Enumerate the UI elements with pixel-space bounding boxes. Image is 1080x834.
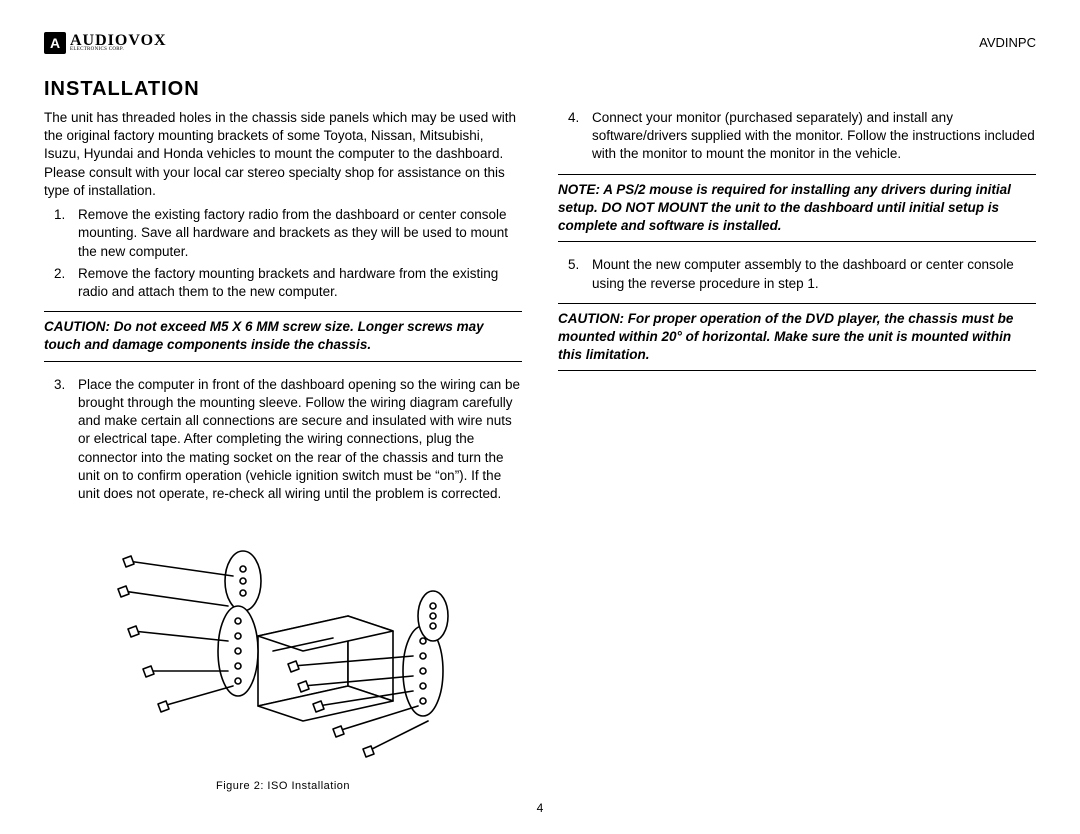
logo-brand: AUDIOVOX: [70, 34, 167, 48]
step-item-3: 3. Place the computer in front of the da…: [44, 376, 522, 504]
logo-mark-icon: A: [44, 32, 66, 54]
product-code: AVDINPC: [979, 34, 1036, 52]
step-item-1: 1. Remove the existing factory radio fro…: [44, 206, 522, 261]
steps-list-left: 1. Remove the existing factory radio fro…: [44, 206, 522, 301]
figure-caption: Figure 2: ISO Installation: [44, 779, 522, 794]
step-item-5: 5. Mount the new computer assembly to th…: [558, 256, 1036, 292]
steps-list-right-cont: 5. Mount the new computer assembly to th…: [558, 256, 1036, 292]
step-number: 1.: [44, 206, 78, 261]
step-number: 4.: [558, 109, 592, 164]
step-item-4: 4. Connect your monitor (purchased separ…: [558, 109, 1036, 164]
logo-subline: ELECTRONICS CORP.: [70, 48, 167, 53]
brand-logo: A AUDIOVOX ELECTRONICS CORP.: [44, 32, 167, 54]
step-text: Remove the factory mounting brackets and…: [78, 265, 522, 301]
steps-list-right: 4. Connect your monitor (purchased separ…: [558, 109, 1036, 164]
step-text: Remove the existing factory radio from t…: [78, 206, 522, 261]
step-number: 3.: [44, 376, 78, 504]
iso-installation-diagram-icon: [93, 521, 473, 771]
section-title: INSTALLATION: [44, 76, 1036, 103]
page-header: A AUDIOVOX ELECTRONICS CORP. AVDINPC: [44, 32, 1036, 54]
left-column: The unit has threaded holes in the chass…: [44, 109, 522, 794]
step-number: 2.: [44, 265, 78, 301]
step-text: Connect your monitor (purchased separate…: [592, 109, 1036, 164]
step-text: Mount the new computer assembly to the d…: [592, 256, 1036, 292]
step-item-2: 2. Remove the factory mounting brackets …: [44, 265, 522, 301]
caution-block-1: CAUTION: Do not exceed M5 X 6 MM screw s…: [44, 311, 522, 361]
steps-list-left-cont: 3. Place the computer in front of the da…: [44, 376, 522, 504]
page-number: 4: [537, 800, 544, 816]
right-column: 4. Connect your monitor (purchased separ…: [558, 109, 1036, 794]
step-text: Place the computer in front of the dashb…: [78, 376, 522, 504]
intro-paragraph: The unit has threaded holes in the chass…: [44, 109, 522, 200]
note-block: NOTE: A PS/2 mouse is required for insta…: [558, 174, 1036, 243]
logo-text: AUDIOVOX ELECTRONICS CORP.: [70, 34, 167, 53]
installation-figure: Figure 2: ISO Installation: [44, 521, 522, 794]
content-columns: The unit has threaded holes in the chass…: [44, 109, 1036, 794]
step-number: 5.: [558, 256, 592, 292]
caution-block-2: CAUTION: For proper operation of the DVD…: [558, 303, 1036, 372]
